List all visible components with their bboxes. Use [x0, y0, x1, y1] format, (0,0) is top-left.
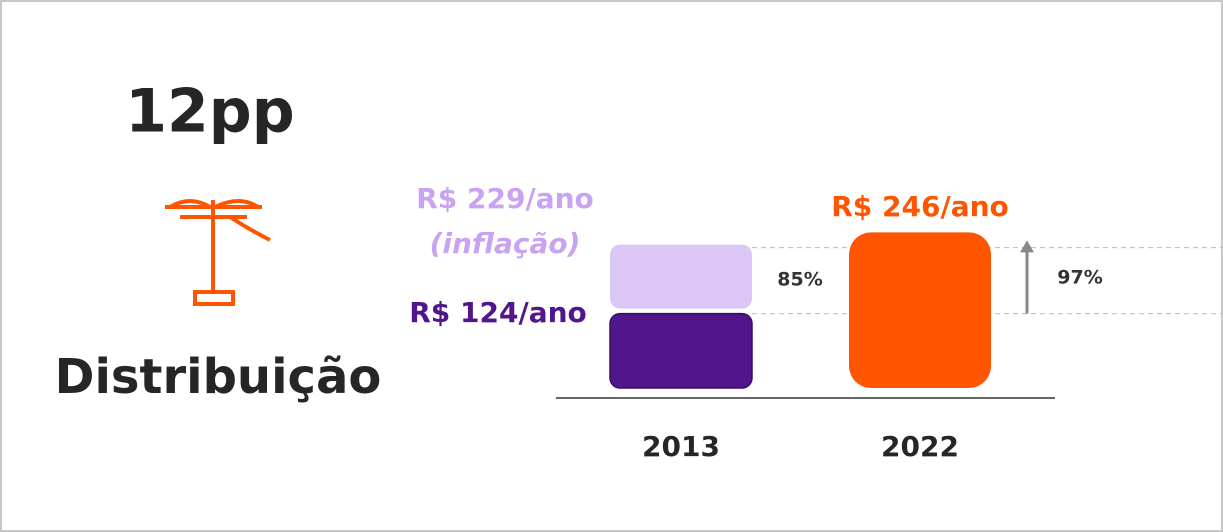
headline: 12pp	[125, 77, 294, 147]
segment-label: Distribuição	[55, 349, 382, 405]
value-label: R$ 246/ano	[831, 190, 1009, 223]
inflation-label: R$ 229/ano	[416, 182, 594, 215]
growth-label: 85%	[777, 269, 822, 291]
growth-label: 97%	[1057, 267, 1102, 289]
bar	[849, 232, 991, 388]
inflation-bar	[610, 244, 752, 309]
x-tick-label: 2013	[642, 430, 720, 463]
growth-arrowhead	[1020, 240, 1034, 253]
value-label: R$ 124/ano	[409, 296, 587, 329]
power-pole-icon	[165, 199, 271, 306]
inflation-note: (inflação)	[430, 227, 581, 260]
x-tick-label: 2022	[881, 430, 959, 463]
bar	[609, 312, 753, 389]
